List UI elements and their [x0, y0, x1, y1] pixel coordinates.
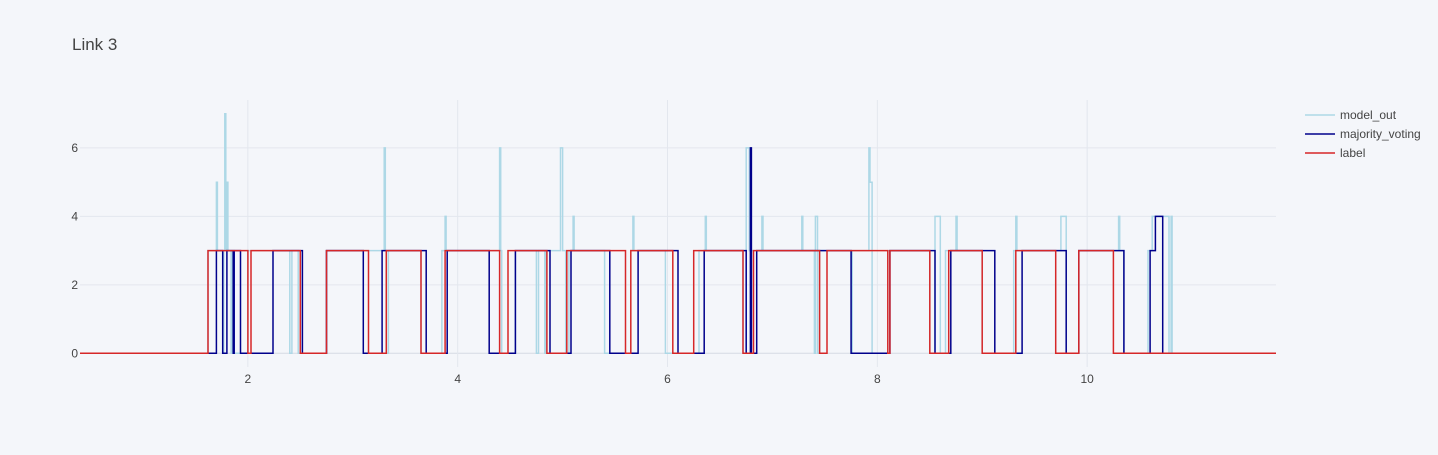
- y-tick-label: 6: [71, 141, 78, 155]
- x-tick-label: 2: [245, 372, 252, 386]
- axes: 0 2 4 6 2 4 6 8 10: [71, 141, 1094, 386]
- chart-title: Link 3: [72, 35, 117, 54]
- series-line-label: [80, 249, 1276, 355]
- legend-label: majority_voting: [1340, 127, 1421, 141]
- legend-label: model_out: [1340, 108, 1397, 122]
- legend-label: label: [1340, 146, 1365, 160]
- y-tick-label: 2: [71, 278, 78, 292]
- y-tick-label: 0: [71, 346, 78, 360]
- legend-item-model-out[interactable]: model_out: [1305, 108, 1397, 122]
- x-tick-label: 10: [1080, 372, 1094, 386]
- legend-item-majority-voting[interactable]: majority_voting: [1305, 127, 1421, 141]
- x-tick-label: 6: [664, 372, 671, 386]
- x-tick-label: 8: [874, 372, 881, 386]
- x-tick-label: 4: [454, 372, 461, 386]
- legend-item-label[interactable]: label: [1305, 146, 1365, 160]
- y-tick-label: 4: [71, 209, 78, 223]
- plot-area: [80, 112, 1276, 355]
